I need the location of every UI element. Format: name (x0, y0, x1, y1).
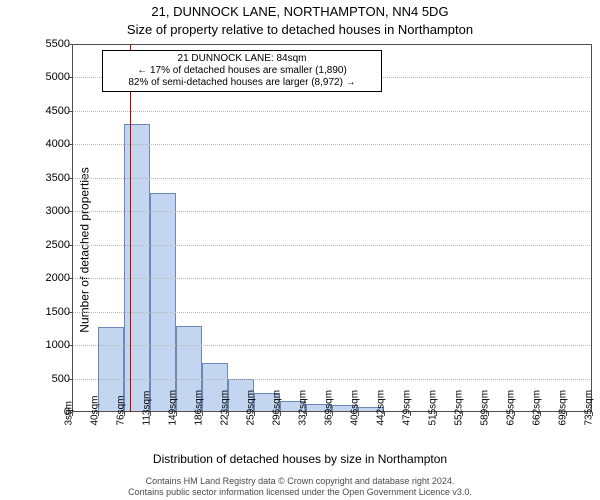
x-tick-mark (358, 412, 359, 416)
x-tick-mark (202, 412, 203, 416)
chart-title-line1: 21, DUNNOCK LANE, NORTHAMPTON, NN4 5DG (0, 4, 600, 19)
callout-line-2: ← 17% of detached houses are smaller (1,… (107, 65, 377, 77)
y-tick-mark (68, 178, 72, 179)
x-tick-mark (566, 412, 567, 416)
callout-line-3: 82% of semi-detached houses are larger (… (107, 77, 377, 89)
x-tick-mark (488, 412, 489, 416)
y-tick-mark (68, 144, 72, 145)
y-tick-label: 1500 (20, 306, 70, 318)
callout-line-1: 21 DUNNOCK LANE: 84sqm (107, 53, 377, 65)
y-tick-mark (68, 278, 72, 279)
y-tick-label: 500 (20, 373, 70, 385)
page: 21, DUNNOCK LANE, NORTHAMPTON, NN4 5DG S… (0, 0, 600, 500)
x-tick-mark (306, 412, 307, 416)
plot-border (72, 44, 592, 412)
x-tick-mark (124, 412, 125, 416)
footer-line2: Contains public sector information licen… (0, 487, 600, 498)
x-tick-mark (592, 412, 593, 416)
x-tick-mark (228, 412, 229, 416)
x-tick-mark (98, 412, 99, 416)
y-tick-label: 2000 (20, 272, 70, 284)
x-tick-mark (280, 412, 281, 416)
y-tick-label: 3000 (20, 205, 70, 217)
y-tick-mark (68, 312, 72, 313)
y-tick-mark (68, 211, 72, 212)
y-tick-mark (68, 111, 72, 112)
x-tick-mark (72, 412, 73, 416)
x-tick-mark (436, 412, 437, 416)
footer-line1: Contains HM Land Registry data © Crown c… (0, 476, 600, 487)
chart-title-line2: Size of property relative to detached ho… (0, 22, 600, 37)
y-tick-label: 3500 (20, 172, 70, 184)
plot-area: 21 DUNNOCK LANE: 84sqm← 17% of detached … (72, 44, 592, 412)
callout-reference-line (130, 44, 131, 412)
y-tick-mark (68, 245, 72, 246)
y-tick-label: 5000 (20, 71, 70, 83)
y-tick-label: 4000 (20, 138, 70, 150)
y-tick-label: 1000 (20, 339, 70, 351)
y-tick-mark (68, 345, 72, 346)
x-tick-mark (332, 412, 333, 416)
x-tick-mark (514, 412, 515, 416)
y-tick-label: 2500 (20, 239, 70, 251)
x-tick-mark (150, 412, 151, 416)
x-tick-mark (540, 412, 541, 416)
y-tick-mark (68, 44, 72, 45)
x-tick-mark (410, 412, 411, 416)
x-axis-label: Distribution of detached houses by size … (0, 452, 600, 466)
y-tick-mark (68, 379, 72, 380)
x-tick-mark (254, 412, 255, 416)
x-tick-mark (384, 412, 385, 416)
y-tick-mark (68, 77, 72, 78)
x-tick-mark (176, 412, 177, 416)
footer-attribution: Contains HM Land Registry data © Crown c… (0, 476, 600, 498)
x-tick-mark (462, 412, 463, 416)
callout-box: 21 DUNNOCK LANE: 84sqm← 17% of detached … (102, 50, 382, 92)
y-tick-label: 4500 (20, 105, 70, 117)
y-tick-label: 5500 (20, 38, 70, 50)
y-tick-label: 0 (20, 406, 70, 418)
